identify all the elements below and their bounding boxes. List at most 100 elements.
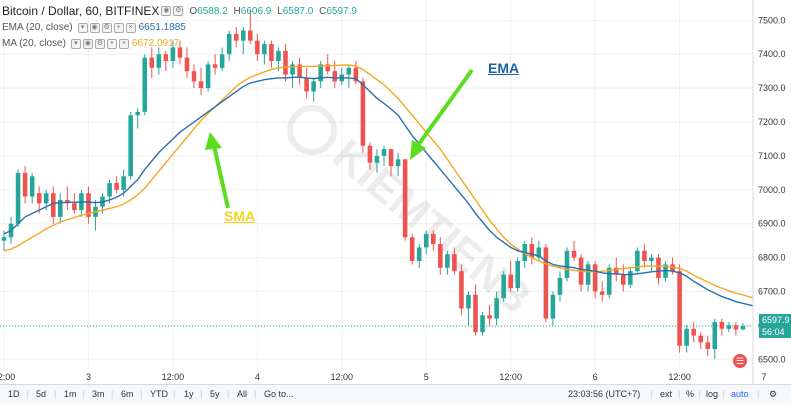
toggle-auto[interactable]: auto	[731, 389, 749, 399]
candle-body	[508, 274, 513, 289]
candle-body	[649, 257, 654, 261]
candle-body	[698, 335, 703, 343]
ma-legend: MA (20, close) ▾ ◉ ⚙ + × 6672.0917	[2, 38, 179, 49]
candle-body	[311, 81, 316, 92]
range-6m[interactable]: 6m	[121, 389, 134, 399]
candle-body	[656, 257, 661, 278]
candle-body	[388, 149, 394, 167]
candle-body	[226, 33, 232, 55]
range-5d[interactable]: 5d	[36, 389, 47, 399]
range-3m[interactable]: 3m	[92, 389, 105, 399]
indicator-lines	[3, 64, 765, 309]
goto-button[interactable]: Go to...	[264, 389, 294, 399]
candle-body	[163, 54, 169, 62]
candle-body	[599, 291, 605, 295]
range-5y[interactable]: 5y	[210, 389, 220, 399]
settings-icon[interactable]: ⚙	[173, 6, 184, 16]
candle-body	[15, 172, 21, 224]
add-icon[interactable]: +	[113, 22, 124, 33]
visibility-icon[interactable]: ◉	[161, 6, 172, 16]
candle-body	[121, 176, 126, 190]
candle-body	[360, 81, 366, 146]
candle-body	[585, 264, 591, 285]
candle-body	[198, 81, 204, 89]
toggle-log[interactable]: log	[706, 389, 719, 399]
bottom-toolbar: 1D | 5d | 1m | 3m | 6m | YTD | 1y | 5y |…	[0, 384, 791, 404]
clock-readout: 23:03:56 (UTC+7)	[568, 389, 641, 399]
candle-body	[142, 57, 148, 112]
candle-body	[1, 237, 7, 241]
price-tick-label: 6700.0	[758, 286, 786, 296]
toggle-ext[interactable]: ext	[660, 389, 673, 399]
candle-body	[58, 199, 63, 217]
candle-body	[22, 172, 28, 197]
time-tick-label: 4	[255, 372, 260, 382]
candle-body	[240, 30, 246, 41]
ema-annotation: EMA	[488, 60, 520, 76]
candle-body	[557, 277, 563, 295]
range-ytd[interactable]: YTD	[150, 389, 168, 399]
sma-arrowhead	[205, 132, 222, 150]
candle-body	[677, 271, 682, 346]
candle-body	[128, 115, 133, 177]
candle-body	[564, 250, 570, 278]
range-1m[interactable]: 1m	[64, 389, 77, 399]
candle-body	[191, 71, 197, 82]
time-axis: 12:00 3 12:00 4 12:00 5 12:00 6 12:00 7	[0, 372, 767, 382]
toggle-percent[interactable]: %	[686, 389, 695, 399]
candle-body	[409, 237, 415, 261]
price-tick-label: 6800.0	[758, 253, 786, 263]
candle-body	[177, 47, 183, 58]
close-icon[interactable]: ×	[118, 38, 129, 49]
candle-body	[726, 325, 732, 329]
add-icon[interactable]: +	[106, 38, 117, 49]
price-chart[interactable]: KIEMTIENB 6500.06600.06700.06800.06900.0…	[0, 0, 791, 384]
eye-icon[interactable]: ◉	[89, 22, 100, 33]
candle-body	[43, 193, 49, 204]
symbol-title: Bitcoin / Dollar, 60, BITFINEX	[2, 4, 160, 18]
candle-body	[402, 159, 408, 238]
candle-body	[233, 33, 239, 41]
candle-body	[367, 145, 373, 163]
candle-body	[606, 267, 612, 295]
candle-body	[705, 342, 711, 350]
candle-body	[353, 67, 359, 82]
candle-body	[50, 193, 56, 217]
sma-arrow	[212, 145, 230, 209]
flag-icon[interactable]: ☰	[733, 354, 747, 368]
time-tick-label: 12:00	[331, 372, 354, 382]
candle-body	[459, 271, 464, 309]
close-icon[interactable]: ×	[125, 22, 136, 33]
gear-icon[interactable]: ⚙	[769, 389, 778, 399]
ema-arrow	[414, 68, 474, 150]
range-1y[interactable]: 1y	[184, 389, 194, 399]
ema-line	[3, 76, 765, 309]
range-all[interactable]: All	[237, 389, 248, 399]
price-tick-label: 6500.0	[758, 354, 786, 364]
chevron-down-icon[interactable]: ▾	[77, 22, 88, 33]
candle-body	[255, 40, 260, 55]
time-tick-label: 12:00	[668, 372, 691, 382]
time-tick-label: 12:00	[499, 372, 522, 382]
range-1d[interactable]: 1D	[8, 389, 20, 399]
candle-body	[219, 54, 225, 68]
gear-icon[interactable]: ⚙	[101, 22, 112, 33]
price-tick-label: 7300.0	[758, 83, 786, 93]
candle-body	[571, 250, 577, 258]
chevron-down-icon[interactable]: ▾	[70, 38, 81, 49]
candle-body	[684, 328, 689, 346]
countdown-badge: 56:04	[759, 326, 791, 338]
candle-body	[628, 271, 633, 285]
time-tick-label: 12:00	[0, 372, 15, 382]
gear-icon[interactable]: ⚙	[94, 38, 105, 49]
candle-body	[719, 321, 725, 329]
candle-body	[325, 64, 331, 72]
candle-body	[550, 294, 556, 319]
candle-body	[480, 315, 485, 333]
candle-body	[712, 321, 718, 350]
candle-body	[318, 64, 323, 82]
candle-body	[529, 244, 535, 258]
time-tick-label: 6	[593, 372, 598, 382]
low-value: 6587.0	[282, 5, 314, 17]
eye-icon[interactable]: ◉	[82, 38, 93, 49]
